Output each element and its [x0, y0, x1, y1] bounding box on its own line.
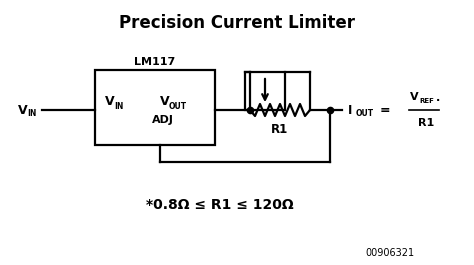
Text: 00906321: 00906321 — [365, 248, 415, 258]
Text: LM117: LM117 — [134, 57, 176, 67]
Text: V: V — [105, 95, 115, 108]
Text: *0.8Ω ≤ R1 ≤ 120Ω: *0.8Ω ≤ R1 ≤ 120Ω — [146, 198, 294, 212]
Text: =: = — [380, 104, 390, 117]
Text: R1: R1 — [272, 123, 289, 136]
Text: V: V — [18, 104, 27, 117]
Bar — [95, 70, 215, 145]
Text: V: V — [410, 92, 419, 102]
Text: REF: REF — [419, 98, 434, 104]
Text: ADJ: ADJ — [152, 115, 174, 125]
Text: IN: IN — [27, 109, 36, 118]
Text: Precision Current Limiter: Precision Current Limiter — [119, 14, 355, 32]
Text: OUT: OUT — [169, 102, 187, 111]
Text: OUT: OUT — [356, 109, 374, 118]
Bar — [245, 72, 285, 110]
Text: IN: IN — [114, 102, 123, 111]
Text: .: . — [436, 93, 440, 103]
Text: V: V — [160, 95, 170, 108]
Text: I: I — [348, 104, 352, 117]
Text: R1: R1 — [418, 118, 434, 128]
